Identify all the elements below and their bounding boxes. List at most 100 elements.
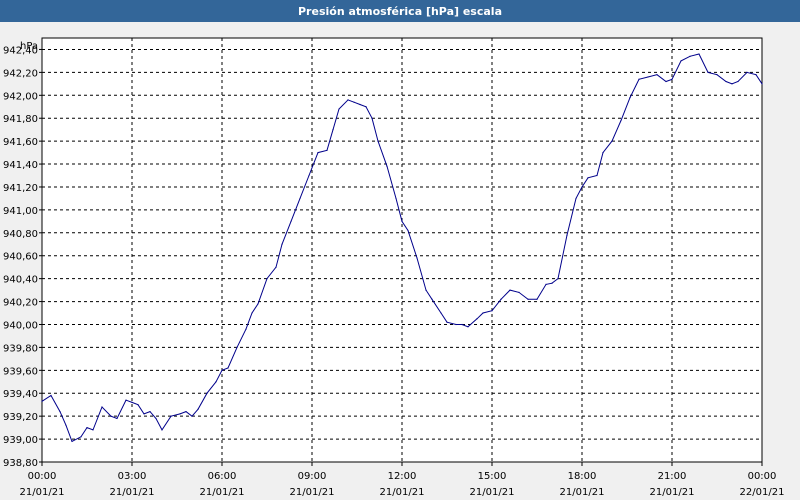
data-point <box>656 74 658 76</box>
data-point <box>137 404 139 406</box>
data-point <box>455 323 457 326</box>
x-tick-date-label: 21/01/21 <box>470 487 515 498</box>
x-tick-time-label: 06:00 <box>208 471 237 482</box>
data-point <box>245 328 247 330</box>
data-point <box>221 369 223 371</box>
data-point <box>227 367 229 369</box>
data-point <box>491 310 493 312</box>
data-point <box>440 312 442 314</box>
data-point <box>131 401 133 404</box>
data-point <box>545 283 547 285</box>
data-point <box>281 243 283 245</box>
data-point <box>407 229 409 232</box>
y-tick-label: 939,80 <box>3 343 38 354</box>
data-point <box>65 424 67 426</box>
data-point <box>425 289 427 291</box>
data-point <box>308 174 310 177</box>
y-tick-label: 940,00 <box>3 320 38 331</box>
y-tick-label: 938,80 <box>3 458 38 469</box>
data-point <box>680 60 682 62</box>
x-tick-date-label: 21/01/21 <box>200 487 245 498</box>
x-tick-time-label: 09:00 <box>298 471 327 482</box>
y-tick-label: 941,80 <box>3 114 38 125</box>
data-point <box>257 303 259 305</box>
data-point <box>170 415 172 417</box>
data-point <box>236 346 238 349</box>
data-point <box>500 298 502 300</box>
data-point <box>143 413 145 415</box>
data-point <box>587 177 589 179</box>
y-tick-label: 941,00 <box>3 206 38 217</box>
data-point <box>332 129 334 131</box>
data-point <box>518 291 520 293</box>
data-point <box>386 165 388 167</box>
y-tick-label: 940,60 <box>3 252 38 263</box>
data-point <box>353 101 355 103</box>
data-point <box>602 151 604 154</box>
data-point <box>575 197 577 200</box>
data-point <box>482 312 484 314</box>
data-point <box>509 289 511 291</box>
x-tick-date-label: 21/01/21 <box>110 487 155 498</box>
data-point <box>215 381 217 383</box>
data-point <box>665 80 667 83</box>
x-tick-time-label: 12:00 <box>388 471 417 482</box>
x-tick-date-label: 21/01/21 <box>290 487 335 498</box>
x-tick-date-label: 21/01/21 <box>380 487 425 498</box>
x-tick-time-label: 00:00 <box>28 471 57 482</box>
data-point <box>611 140 613 142</box>
data-point <box>725 80 727 83</box>
data-point <box>476 318 478 320</box>
data-point <box>41 400 43 402</box>
y-tick-label: 942,00 <box>3 91 38 102</box>
y-axis-label: hPa <box>20 41 38 52</box>
y-tick-label: 942,20 <box>3 68 38 79</box>
x-tick-date-label: 21/01/21 <box>20 487 65 498</box>
data-point <box>275 266 277 268</box>
data-point <box>317 151 319 154</box>
x-tick-date-label: 22/01/21 <box>740 487 785 498</box>
data-point <box>290 220 292 222</box>
y-tick-label: 942,40 <box>3 45 38 56</box>
data-point <box>191 415 193 417</box>
data-point <box>161 429 163 431</box>
data-point <box>149 410 151 413</box>
y-tick-label: 940,80 <box>3 229 38 240</box>
data-point <box>338 108 340 110</box>
y-tick-label: 940,40 <box>3 275 38 286</box>
data-point <box>59 410 61 413</box>
data-point <box>185 410 187 413</box>
data-point <box>716 74 718 76</box>
data-point <box>197 408 199 410</box>
x-tick-time-label: 21:00 <box>658 471 687 482</box>
chart-title: Presión atmosférica [hPa] escala <box>0 0 800 22</box>
data-point <box>347 99 349 101</box>
y-tick-label: 941,60 <box>3 137 38 148</box>
data-point <box>707 71 709 73</box>
y-tick-label: 940,20 <box>3 298 38 309</box>
y-tick-label: 941,40 <box>3 160 38 171</box>
y-tick-label: 939,40 <box>3 389 38 400</box>
data-point <box>446 321 448 323</box>
x-tick-time-label: 00:00 <box>748 471 777 482</box>
x-tick-date-label: 21/01/21 <box>650 487 695 498</box>
data-point <box>551 282 553 284</box>
data-point <box>527 298 529 300</box>
x-tick-time-label: 03:00 <box>118 471 147 482</box>
data-point <box>299 197 301 200</box>
data-point <box>377 140 379 142</box>
data-point <box>629 96 631 99</box>
data-point <box>251 312 253 314</box>
data-point <box>155 417 157 420</box>
data-point <box>737 80 739 83</box>
data-point <box>395 197 397 200</box>
data-point <box>71 440 73 442</box>
data-point <box>467 326 469 328</box>
y-axis: 938,80 939,00 939,20 939,40 939,60 939,80 940,… <box>3 45 42 469</box>
data-point <box>116 417 118 420</box>
data-point <box>689 55 691 57</box>
data-point <box>638 78 640 80</box>
data-point <box>746 71 748 73</box>
x-axis: 00:00 21/01/21 03:00 21/01/21 06:00 21/01/21 0… <box>20 462 785 498</box>
data-point <box>371 117 373 119</box>
